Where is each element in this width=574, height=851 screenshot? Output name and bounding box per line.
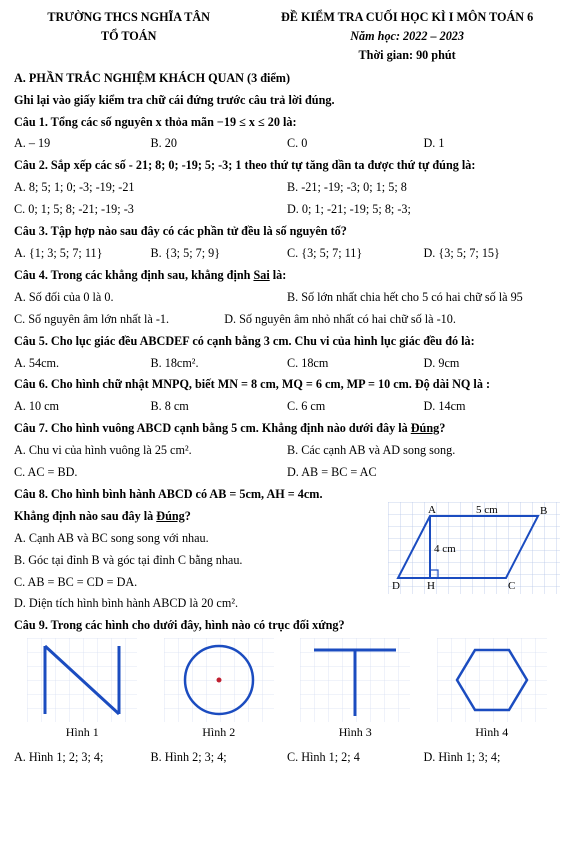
dept-name: TỔ TOÁN [14, 27, 243, 46]
shape-2: Hình 2 [164, 638, 274, 742]
q4-stem: Câu 4. Trong các khẳng định sau, khẳng đ… [14, 266, 560, 285]
header-left: TRƯỜNG THCS NGHĨA TÂN TỔ TOÁN [14, 8, 243, 65]
q9-D: D. Hình 1; 3; 4; [424, 748, 561, 767]
shape-1: Hình 1 [27, 638, 137, 742]
q1-stem: Câu 1. Tổng các số nguyên x thỏa mãn −19… [14, 113, 560, 132]
q1-choices: A. – 19 B. 20 C. 0 D. 1 [14, 134, 560, 153]
q7-D: D. AB = BC = AC [287, 463, 560, 482]
q7-C: C. AC = BD. [14, 463, 287, 482]
q5-D: D. 9cm [424, 354, 561, 373]
q9-B: B. Hình 2; 3; 4; [151, 748, 288, 767]
label-4cm: 4 cm [434, 543, 456, 555]
q3-choices: A. {1; 3; 5; 7; 11} B. {3; 5; 7; 9} C. {… [14, 244, 560, 263]
q3-C: C. {3; 5; 7; 11} [287, 244, 424, 263]
label-C: C [508, 580, 515, 592]
q8-A: A. Cạnh AB và BC song song với nhau. [14, 529, 374, 548]
q8-line2: Khẳng định nào sau đây là Đúng? [14, 507, 374, 526]
q9-stem: Câu 9. Trong các hình cho dưới đây, hình… [14, 616, 560, 635]
q4-B: B. Số lớn nhất chia hết cho 5 có hai chữ… [287, 288, 560, 307]
q6-choices: A. 10 cm B. 8 cm C. 6 cm D. 14cm [14, 397, 560, 416]
shape-3-label: Hình 3 [300, 723, 410, 742]
q5-choices: A. 54cm. B. 18cm². C. 18cm D. 9cm [14, 354, 560, 373]
q4-D: D. Số nguyên âm nhỏ nhất có hai chữ số l… [224, 310, 560, 329]
q2-B: B. -21; -19; -3; 0; 1; 5; 8 [287, 178, 560, 197]
school-name: TRƯỜNG THCS NGHĨA TÂN [14, 8, 243, 27]
q3-A: A. {1; 3; 5; 7; 11} [14, 244, 151, 263]
label-B: B [540, 505, 547, 517]
q2-row1: A. 8; 5; 1; 0; -3; -19; -21 B. -21; -19;… [14, 178, 560, 197]
q6-D: D. 14cm [424, 397, 561, 416]
q5-B: B. 18cm². [151, 354, 288, 373]
section-a-instruction: Ghi lại vào giấy kiểm tra chữ cái đứng t… [14, 91, 560, 110]
q4-row1: A. Số đối của 0 là 0. B. Số lớn nhất chi… [14, 288, 560, 307]
exam-title: ĐỀ KIỂM TRA CUỐI HỌC KÌ I MÔN TOÁN 6 [254, 8, 560, 27]
parallelogram-figure: A B C D H 5 cm 4 cm [388, 502, 560, 594]
q1-B: B. 20 [151, 134, 288, 153]
q3-D: D. {3; 5; 7; 15} [424, 244, 561, 263]
q9-shapes-row: Hình 1 Hình 2 Hình 3 Hình 4 [14, 638, 560, 742]
q8-D: D. Diện tích hình bình hành ABCD là 20 c… [14, 594, 560, 613]
q2-row2: C. 0; 1; 5; 8; -21; -19; -3 D. 0; 1; -21… [14, 200, 560, 219]
q1-A: A. – 19 [14, 134, 151, 153]
shape-4: Hình 4 [437, 638, 547, 742]
q3-stem: Câu 3. Tập hợp nào sau đây có các phần t… [14, 222, 560, 241]
q8-line1: Câu 8. Cho hình bình hành ABCD có AB = 5… [14, 485, 374, 504]
shape-3: Hình 3 [300, 638, 410, 742]
document-header: TRƯỜNG THCS NGHĨA TÂN TỔ TOÁN ĐỀ KIỂM TR… [14, 8, 560, 65]
q4-A: A. Số đối của 0 là 0. [14, 288, 287, 307]
q7-stem: Câu 7. Cho hình vuông ABCD cạnh bằng 5 c… [14, 419, 560, 438]
q2-D: D. 0; 1; -21; -19; 5; 8; -3; [287, 200, 560, 219]
q6-A: A. 10 cm [14, 397, 151, 416]
q3-B: B. {3; 5; 7; 9} [151, 244, 288, 263]
q7-A: A. Chu vi của hình vuông là 25 cm². [14, 441, 287, 460]
shape-1-label: Hình 1 [27, 723, 137, 742]
q7-B: B. Các cạnh AB và AD song song. [287, 441, 560, 460]
q2-stem: Câu 2. Sắp xếp các số - 21; 8; 0; -19; 5… [14, 156, 560, 175]
school-year: Năm học: 2022 – 2023 [254, 27, 560, 46]
q6-stem: Câu 6. Cho hình chữ nhật MNPQ, biết MN =… [14, 375, 560, 394]
q1-C: C. 0 [287, 134, 424, 153]
q1-D: D. 1 [424, 134, 561, 153]
label-H: H [427, 580, 435, 592]
q9-choices: A. Hình 1; 2; 3; 4; B. Hình 2; 3; 4; C. … [14, 748, 560, 767]
q8-B: B. Góc tại đỉnh B và góc tại đỉnh C bằng… [14, 551, 374, 570]
q5-A: A. 54cm. [14, 354, 151, 373]
q8-C: C. AB = BC = CD = DA. [14, 573, 374, 592]
q2-C: C. 0; 1; 5; 8; -21; -19; -3 [14, 200, 287, 219]
shape-4-label: Hình 4 [437, 723, 547, 742]
q6-C: C. 6 cm [287, 397, 424, 416]
q5-stem: Câu 5. Cho lục giác đều ABCDEF có cạnh b… [14, 332, 560, 351]
q9-C: C. Hình 1; 2; 4 [287, 748, 424, 767]
shape-2-label: Hình 2 [164, 723, 274, 742]
label-5cm: 5 cm [476, 504, 498, 516]
q7-row1: A. Chu vi của hình vuông là 25 cm². B. C… [14, 441, 560, 460]
q6-B: B. 8 cm [151, 397, 288, 416]
q2-A: A. 8; 5; 1; 0; -3; -19; -21 [14, 178, 287, 197]
q7-row2: C. AC = BD. D. AB = BC = AC [14, 463, 560, 482]
q4-C: C. Số nguyên âm lớn nhất là -1. [14, 310, 224, 329]
q4-row2: C. Số nguyên âm lớn nhất là -1. D. Số ng… [14, 310, 560, 329]
q9-A: A. Hình 1; 2; 3; 4; [14, 748, 151, 767]
header-right: ĐỀ KIỂM TRA CUỐI HỌC KÌ I MÔN TOÁN 6 Năm… [254, 8, 560, 65]
label-A: A [428, 504, 436, 516]
parallelogram-svg: A B C D H 5 cm 4 cm [388, 502, 560, 594]
exam-time: Thời gian: 90 phút [254, 46, 560, 65]
q5-C: C. 18cm [287, 354, 424, 373]
label-D: D [392, 580, 400, 592]
section-a-heading: A. PHẦN TRẮC NGHIỆM KHÁCH QUAN (3 điểm) [14, 69, 560, 88]
